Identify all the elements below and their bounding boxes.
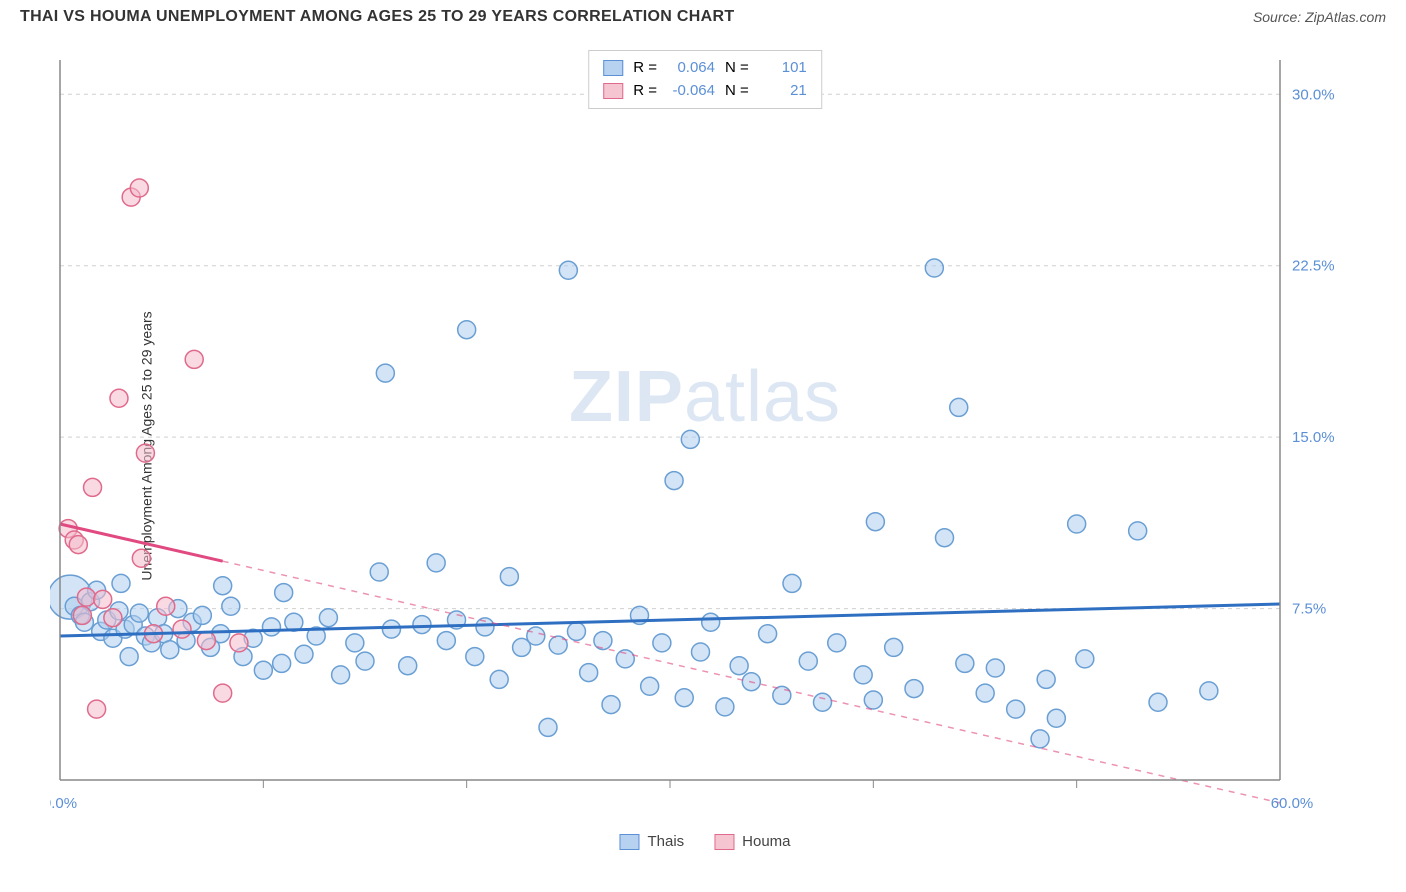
gridlines	[60, 94, 1280, 608]
legend-row-houma: R = -0.064 N = 21	[603, 80, 807, 103]
legend-label-houma: Houma	[742, 833, 790, 850]
scatter-thais	[50, 259, 1218, 748]
legend-swatch-houma-b	[714, 834, 734, 850]
legend-item-thais: Thais	[619, 833, 684, 850]
axes	[60, 60, 1280, 788]
svg-text:22.5%: 22.5%	[1292, 258, 1335, 275]
legend-r-label: R =	[633, 80, 657, 103]
chart-area: ZIPatlas 30.0%22.5%15.0%7.5%0.0%60.0% R …	[50, 50, 1360, 820]
plot-svg: 30.0% 22.5% 15.0% 7.5% 0.0% 60.0%	[50, 50, 1360, 820]
legend-n-label: N =	[725, 57, 749, 80]
svg-text:0.0%: 0.0%	[50, 795, 77, 812]
legend-n-value: 21	[759, 80, 807, 103]
legend-n-label: N =	[725, 80, 749, 103]
svg-text:60.0%: 60.0%	[1271, 795, 1314, 812]
legend-series: Thais Houma	[619, 833, 790, 850]
legend-r-value: -0.064	[667, 80, 715, 103]
svg-text:7.5%: 7.5%	[1292, 601, 1326, 618]
chart-source: Source: ZipAtlas.com	[1253, 9, 1386, 25]
legend-correlation: R = 0.064 N = 101 R = -0.064 N = 21	[588, 50, 822, 109]
legend-r-label: R =	[633, 57, 657, 80]
legend-n-value: 101	[759, 57, 807, 80]
legend-swatch-thais-b	[619, 834, 639, 850]
legend-swatch-thais	[603, 60, 623, 76]
legend-row-thais: R = 0.064 N = 101	[603, 57, 807, 80]
legend-r-value: 0.064	[667, 57, 715, 80]
legend-swatch-houma	[603, 83, 623, 99]
svg-text:30.0%: 30.0%	[1292, 86, 1335, 103]
svg-text:15.0%: 15.0%	[1292, 429, 1335, 446]
legend-label-thais: Thais	[647, 833, 684, 850]
chart-header: THAI VS HOUMA UNEMPLOYMENT AMONG AGES 25…	[0, 0, 1406, 30]
chart-title: THAI VS HOUMA UNEMPLOYMENT AMONG AGES 25…	[20, 8, 734, 26]
legend-item-houma: Houma	[714, 833, 790, 850]
